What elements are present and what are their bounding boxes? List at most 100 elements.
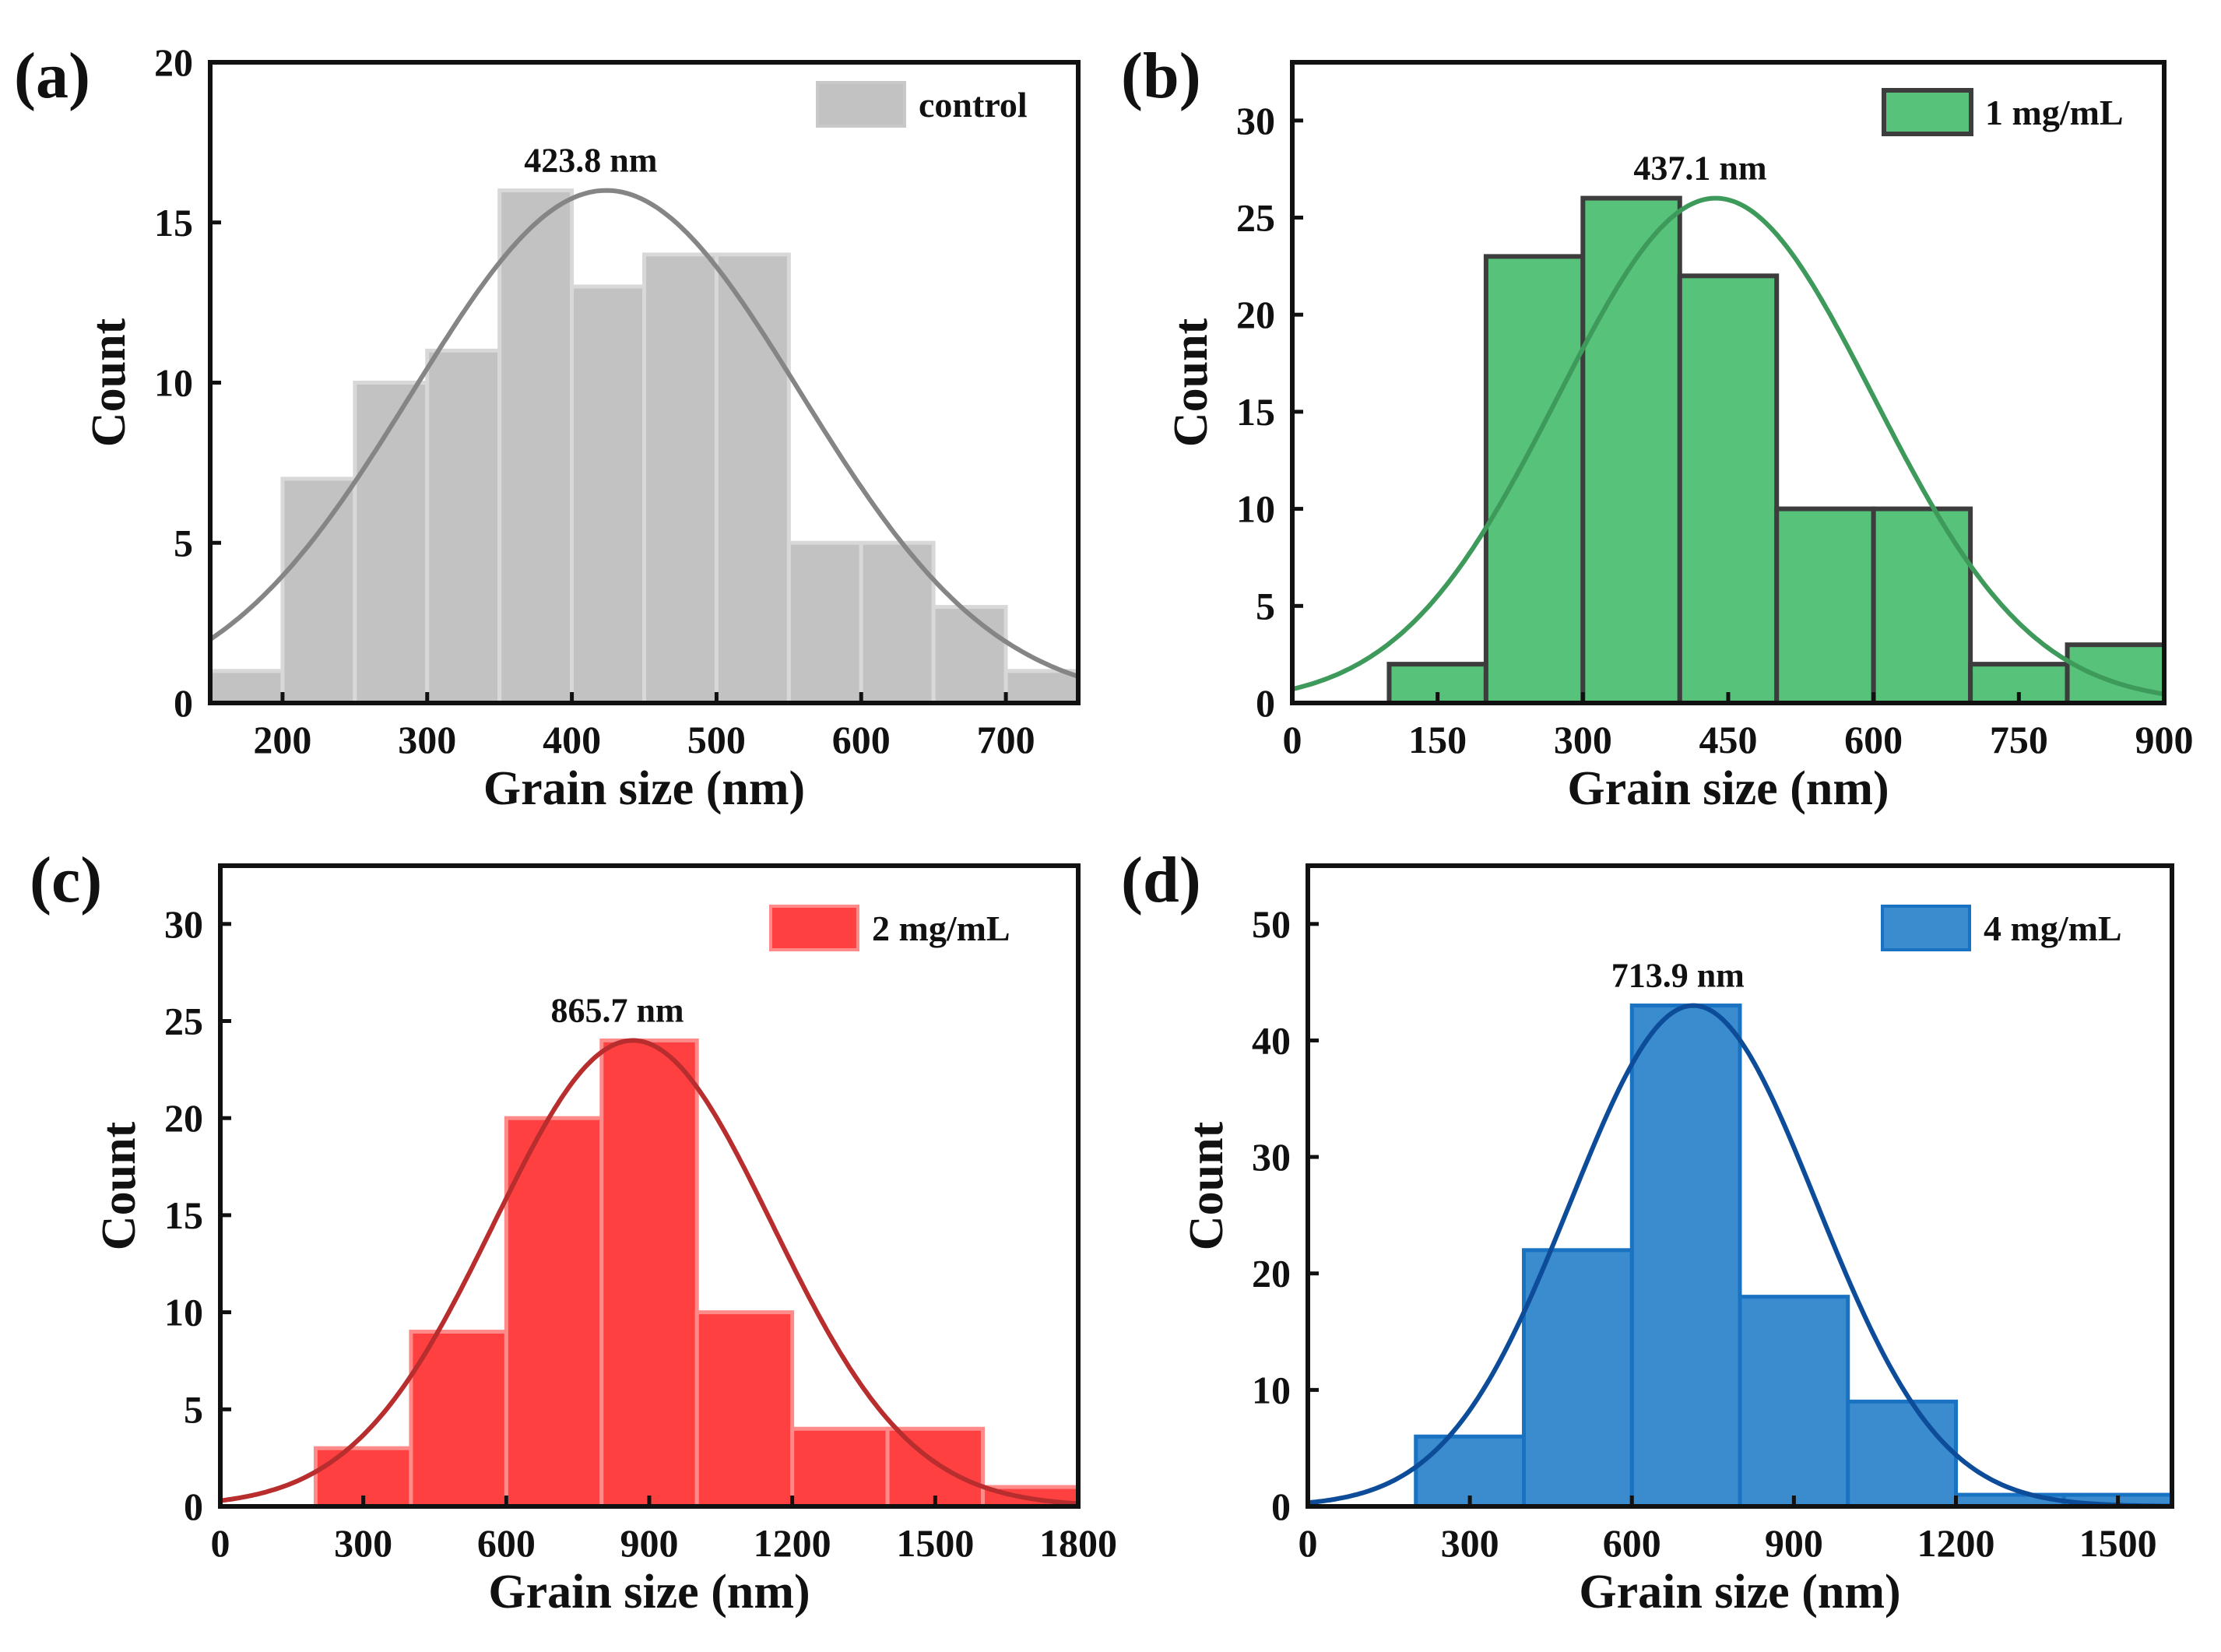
peak-label: 423.8 nm — [524, 142, 657, 180]
y-tick-label: 0 — [174, 681, 193, 725]
x-tick-label: 0 — [1283, 718, 1302, 761]
histogram-bar — [1629, 1004, 1742, 1506]
y-tick-label: 30 — [1252, 1135, 1291, 1179]
panel-label: (a) — [14, 40, 90, 112]
x-tick-label: 200 — [253, 718, 311, 761]
x-tick-label: 1200 — [1917, 1521, 1995, 1565]
y-tick-label: 15 — [154, 201, 193, 244]
plot-area — [220, 1038, 1078, 1506]
histogram-bar — [504, 1116, 604, 1506]
y-tick-label: 20 — [154, 40, 193, 84]
x-tick-label: 600 — [1603, 1521, 1661, 1565]
legend-swatch — [769, 905, 859, 951]
x-tick-label: 1200 — [754, 1521, 831, 1565]
histogram-bar — [353, 381, 430, 703]
plot-area — [210, 188, 1078, 703]
legend-label: control — [919, 85, 1028, 125]
x-tick-label: 0 — [1299, 1521, 1318, 1565]
x-tick-label: 600 — [1844, 718, 1903, 761]
y-tick-label: 50 — [1252, 902, 1291, 946]
y-tick-label: 30 — [164, 902, 203, 946]
y-tick-label: 30 — [1236, 99, 1275, 142]
y-axis-title: Count — [1165, 318, 1218, 447]
x-axis-title: Grain size (nm) — [1567, 762, 1889, 815]
plot-area — [1308, 1003, 2172, 1506]
plot-frame — [1306, 863, 2174, 1509]
histogram-bar — [1846, 1399, 1958, 1506]
x-tick-label: 500 — [687, 718, 746, 761]
x-tick-label: 600 — [477, 1521, 536, 1565]
chart-panel-0: 200 300 400 500 600 700 0 5 10 15 20 Grain size (nm… — [14, 40, 1081, 815]
histogram-bar — [1483, 254, 1586, 703]
histogram-bar — [642, 252, 719, 703]
legend-swatch — [816, 81, 906, 128]
gaussian-fit-curve — [220, 1038, 1078, 1506]
y-tick-label: 10 — [154, 361, 193, 405]
y-tick-label: 5 — [184, 1387, 203, 1431]
histogram-bar — [790, 1426, 890, 1506]
x-tick-label: 1500 — [2079, 1521, 2157, 1565]
y-tick-label: 20 — [1236, 293, 1275, 336]
y-axis-title: Count — [83, 318, 135, 447]
legend-label: 2 mg/mL — [872, 909, 1010, 948]
histogram-bar — [280, 476, 357, 703]
histogram-bar — [1774, 506, 1876, 703]
y-axis-title: Count — [93, 1121, 146, 1250]
histogram-bar — [409, 1330, 508, 1506]
histogram-bar — [885, 1426, 986, 1506]
chart-panel-1: 0 150 300 450 600 750 900 0 5 10 15 20 25 30 Grain siz… — [1121, 40, 2194, 815]
histogram-bar — [425, 348, 502, 703]
histogram-bar — [1871, 506, 1973, 703]
x-tick-label: 600 — [832, 718, 891, 761]
y-tick-label: 5 — [1256, 584, 1275, 627]
histogram-bar — [1677, 273, 1780, 703]
histogram-bar — [1738, 1295, 1850, 1506]
panel-label: (c) — [30, 844, 102, 916]
histogram-bar — [714, 252, 791, 703]
y-tick-label: 25 — [164, 1000, 203, 1043]
histogram-bar — [786, 540, 863, 703]
x-axis-title: Grain size (nm) — [1579, 1566, 1900, 1619]
gaussian-fit-curve — [210, 188, 1078, 679]
x-tick-label: 750 — [1990, 718, 2048, 761]
y-tick-label: 20 — [1252, 1252, 1291, 1295]
peak-label: 713.9 nm — [1611, 957, 1745, 995]
x-tick-label: 900 — [620, 1521, 679, 1565]
x-tick-label: 300 — [334, 1521, 392, 1565]
y-axis-title: Count — [1180, 1121, 1233, 1250]
x-tick-label: 700 — [977, 718, 1035, 761]
histogram-bar — [570, 284, 646, 703]
histogram-bar — [1003, 669, 1078, 703]
gaussian-fit-curve — [1308, 1003, 2172, 1506]
histogram-bar — [210, 669, 285, 703]
y-tick-label: 25 — [1236, 196, 1275, 240]
y-tick-label: 15 — [1236, 390, 1275, 434]
chart-panel-3: 0 300 600 900 1200 1500 0 10 20 30 40 50 Grain size … — [1121, 844, 2174, 1619]
gaussian-fit-curve — [1292, 195, 2164, 697]
y-tick-label: 0 — [1271, 1485, 1291, 1528]
x-tick-label: 900 — [1765, 1521, 1823, 1565]
y-tick-label: 5 — [174, 521, 193, 564]
histogram-bar — [1522, 1248, 1634, 1506]
chart-panel-2: 0 300 600 900 1200 1500 1800 0 5 10 15 20 25 30 Grain … — [30, 844, 1117, 1619]
histogram-bar — [2065, 642, 2164, 703]
peak-label: 437.1 nm — [1633, 149, 1766, 188]
x-tick-label: 450 — [1699, 718, 1758, 761]
histogram-bar — [599, 1038, 699, 1506]
histogram-bar — [694, 1310, 795, 1506]
panel-label: (d) — [1121, 844, 1201, 916]
plot-area — [1292, 195, 2164, 703]
x-tick-label: 1500 — [896, 1521, 974, 1565]
legend-swatch — [1882, 88, 1973, 136]
legend-label: 4 mg/mL — [1984, 909, 2122, 948]
histogram-bar — [497, 188, 575, 703]
x-tick-label: 1800 — [1039, 1521, 1117, 1565]
panel-label: (b) — [1121, 40, 1201, 112]
y-tick-label: 10 — [164, 1291, 203, 1334]
y-tick-label: 0 — [184, 1485, 203, 1528]
legend-label: 1 mg/mL — [1985, 93, 2124, 132]
x-tick-label: 0 — [211, 1521, 230, 1565]
x-tick-label: 400 — [543, 718, 601, 761]
histogram-bar — [1580, 195, 1682, 703]
